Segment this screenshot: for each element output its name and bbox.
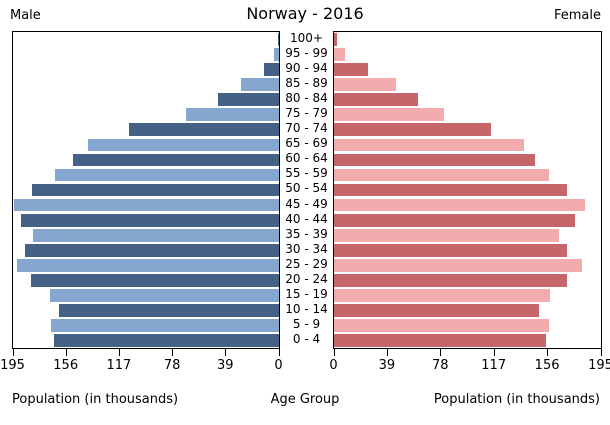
female-bar-20-24: [334, 273, 567, 287]
age-label-100+: 100+: [290, 31, 323, 45]
female-bar-85-89: [334, 78, 396, 92]
age-label-95-99: 95 - 99: [285, 46, 328, 61]
age-group-axis-title: Age Group: [270, 392, 340, 407]
female-bar-5-9: [334, 319, 549, 332]
tick-label: 117: [106, 358, 132, 373]
tick-label: 39: [378, 358, 396, 373]
female-bars-panel: [333, 31, 602, 349]
age-label-35-39: 35 - 39: [285, 226, 328, 241]
age-label-40-44: 40 - 44: [285, 211, 328, 226]
tick-label: 0: [274, 358, 283, 373]
tick-mark: [65, 348, 67, 356]
male-bar-75-79: [186, 108, 279, 122]
male-bar-50-54: [32, 183, 279, 197]
age-label-45-49: 45 - 49: [285, 196, 328, 211]
age-label-70-74: 70 - 74: [285, 121, 328, 136]
age-label-60-64: 60 - 64: [285, 151, 328, 166]
female-axis-title: Population (in thousands): [433, 392, 600, 407]
age-label-25-29: 25 - 29: [285, 256, 328, 271]
tick-mark: [225, 348, 227, 356]
male-bars-panel: [12, 31, 280, 349]
tick-label: 78: [163, 358, 181, 373]
male-bar-5-9: [51, 319, 279, 332]
male-side-label: Male: [10, 8, 41, 23]
female-bar-55-59: [334, 168, 549, 182]
tick-mark: [440, 348, 442, 356]
tick-label: 195: [588, 358, 610, 373]
tick-label: 117: [481, 358, 507, 373]
female-bar-35-39: [334, 228, 559, 242]
age-label-80-84: 80 - 84: [285, 91, 328, 106]
age-label-0-4: 0 - 4: [292, 331, 321, 346]
female-bar-50-54: [334, 183, 567, 197]
male-bar-40-44: [21, 213, 279, 227]
age-label-10-14: 10 - 14: [285, 301, 328, 316]
male-bar-70-74: [128, 123, 279, 137]
male-bar-20-24: [30, 273, 279, 287]
female-bar-0-4: [334, 334, 547, 347]
tick-label: 156: [534, 358, 560, 373]
age-group-labels-column: 100+ 95 - 99 90 - 94 85 - 89 80 - 84 75 - 79 7…: [280, 31, 333, 347]
age-label-15-19: 15 - 19: [285, 286, 328, 301]
female-bar-75-79: [334, 108, 444, 122]
male-bar-15-19: [49, 289, 279, 302]
tick-label: 195: [0, 358, 25, 373]
male-bar-60-64: [73, 153, 279, 167]
male-bar-35-39: [33, 228, 279, 242]
male-bar-90-94: [264, 63, 279, 77]
female-bar-65-69: [334, 138, 525, 152]
age-label-50-54: 50 - 54: [285, 181, 328, 196]
male-bar-80-84: [217, 93, 279, 107]
male-bar-45-49: [14, 198, 279, 212]
female-bar-25-29: [334, 258, 582, 272]
male-bar-0-4: [53, 334, 279, 347]
male-bar-65-69: [88, 138, 279, 152]
male-bar-30-34: [25, 243, 279, 257]
male-bar-55-59: [55, 168, 279, 182]
female-bar-70-74: [334, 123, 492, 137]
female-bar-90-94: [334, 63, 369, 77]
male-axis-title: Population (in thousands): [12, 392, 179, 407]
female-bar-80-84: [334, 93, 418, 107]
age-label-30-34: 30 - 34: [285, 241, 328, 256]
tick-mark: [278, 348, 280, 356]
tick-mark: [333, 348, 335, 356]
tick-label: 39: [217, 358, 234, 373]
tick-label: 0: [329, 358, 338, 373]
tick-mark: [12, 348, 14, 356]
female-bar-45-49: [334, 198, 585, 212]
female-bar-95-99: [334, 48, 345, 61]
age-label-75-79: 75 - 79: [285, 106, 328, 121]
tick-mark: [172, 348, 174, 356]
age-label-20-24: 20 - 24: [285, 271, 328, 286]
male-bar-95-99: [273, 48, 279, 61]
tick-mark: [547, 348, 549, 356]
age-label-90-94: 90 - 94: [285, 61, 328, 76]
female-bar-15-19: [334, 289, 551, 302]
female-bar-30-34: [334, 243, 567, 257]
tick-mark: [118, 348, 120, 356]
tick-mark: [600, 348, 602, 356]
age-label-5-9: 5 - 9: [292, 316, 321, 331]
female-side-label: Female: [553, 8, 601, 23]
age-label-65-69: 65 - 69: [285, 136, 328, 151]
age-label-85-89: 85 - 89: [285, 76, 328, 91]
female-bar-100+: [334, 33, 337, 46]
female-bar-10-14: [334, 304, 540, 317]
tick-label: 156: [53, 358, 79, 373]
male-bar-10-14: [59, 304, 279, 317]
female-bar-60-64: [334, 153, 536, 167]
male-bar-85-89: [240, 78, 279, 92]
tick-mark: [386, 348, 388, 356]
age-label-55-59: 55 - 59: [285, 166, 328, 181]
tick-label: 78: [432, 358, 449, 373]
male-bar-25-29: [17, 258, 279, 272]
chart-title: Norway - 2016: [246, 4, 364, 23]
male-bar-100+: [277, 33, 279, 46]
female-bar-40-44: [334, 213, 575, 227]
tick-mark: [493, 348, 495, 356]
